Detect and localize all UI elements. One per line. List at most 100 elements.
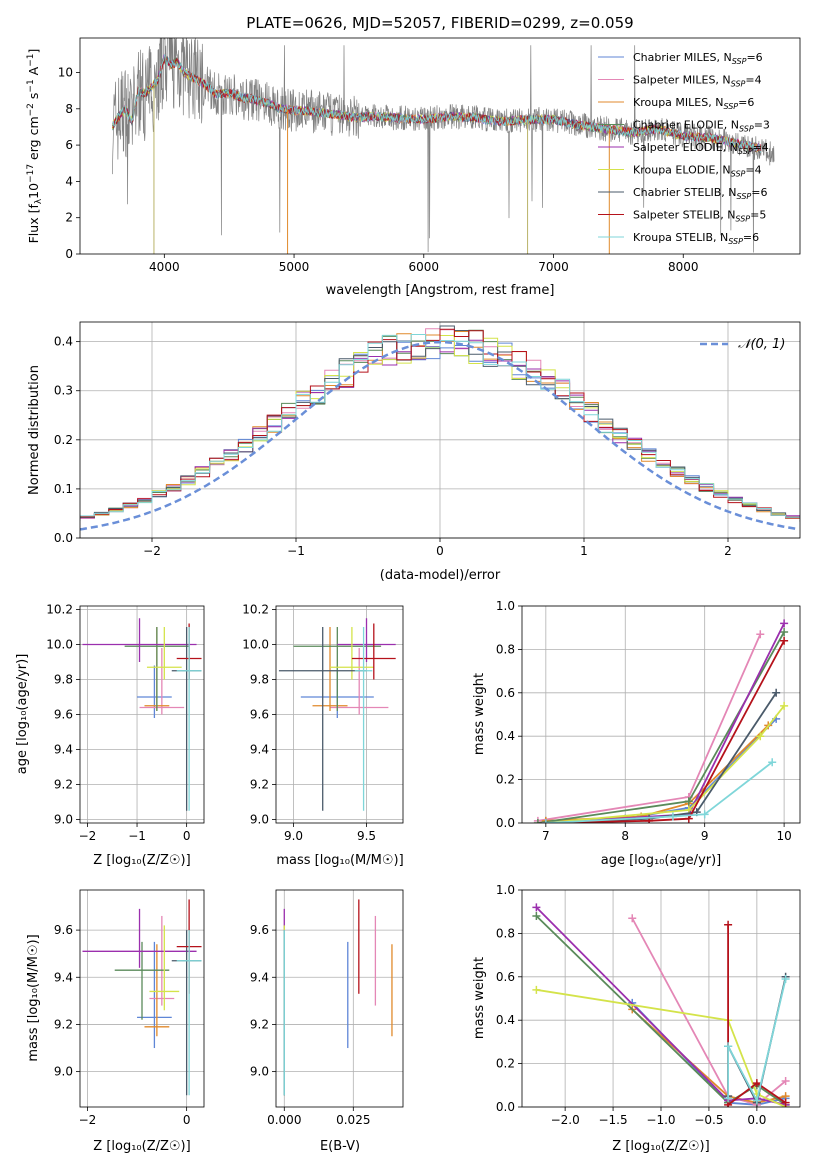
x-tick-label: −2.0 [551, 1113, 580, 1127]
mass-weight-marker [780, 636, 789, 645]
y-axis-label-part: −1 [26, 79, 36, 92]
y-axis-label: Flux [fλ10−17 erg cm−2 s−1 A−1] [26, 49, 44, 244]
model-spectrum [112, 54, 762, 153]
legend-label: Salpeter ELODIE, NSSP=4 [633, 141, 769, 156]
y-tick-label: 0.6 [496, 970, 515, 984]
x-axis-label: age [log₁₀(age/yr)] [601, 853, 722, 868]
legend-label-tail: =6 [743, 231, 759, 244]
mass-weight-line [545, 622, 785, 823]
y-tick-label: 9.6 [250, 923, 269, 937]
legend-label-sub: SSP [731, 80, 746, 89]
axes-frame [521, 889, 801, 1108]
x-tick-label: 6000 [409, 260, 440, 274]
y-tick-label: 1.0 [496, 599, 515, 613]
mass-weight-marker [533, 819, 542, 823]
legend-label-main: Salpeter STELIB, N [633, 209, 735, 222]
figure-title: PLATE=0626, MJD=52057, FIBERID=0299, z=0… [246, 14, 633, 32]
y-tick-label: 0.2 [496, 773, 515, 787]
x-tick-label: 9 [701, 829, 709, 843]
x-tick-label: 8000 [668, 260, 699, 274]
y-tick-label: 9.6 [54, 708, 73, 722]
errorbar-plot-area [82, 618, 202, 811]
y-tick-label: 0.8 [496, 926, 515, 940]
y-axis-label: mass [log₁₀(M/M☉)] [26, 934, 41, 1061]
y-axis-label-part: erg cm [26, 116, 41, 164]
mass-weight-marker [724, 920, 733, 929]
normal-reference-curve [80, 340, 798, 531]
y-tick-label: 10 [58, 65, 73, 79]
y-tick-label: 0.0 [54, 531, 73, 545]
mass-weight-marker [781, 1098, 790, 1107]
mass-weight-marker [700, 810, 709, 819]
mass-weight-marker [684, 797, 693, 806]
y-tick-label: 9.2 [54, 778, 73, 792]
y-tick-label: 9.0 [54, 813, 73, 827]
mass-weight-marker [768, 758, 777, 767]
legend-label: Kroupa MILES, NSSP=6 [633, 96, 754, 111]
x-tick-label: 8 [621, 829, 629, 843]
y-tick-label: 9.2 [250, 1017, 269, 1031]
line-plot-area [532, 903, 790, 1107]
errorbar-plot-area [283, 899, 393, 1096]
x-tick-label: 5000 [279, 260, 310, 274]
mass-weight-marker [532, 912, 541, 921]
x-tick-label: 9.0 [284, 829, 303, 843]
axes-frame [275, 605, 404, 824]
legend-label-tail: =5 [750, 209, 766, 222]
legend-label-main: Chabrier STELIB, N [633, 186, 737, 199]
y-tick-label: 0 [65, 247, 73, 261]
y-axis-label-part: Flux [f [26, 204, 41, 244]
errorbar-plot-area [278, 618, 396, 811]
y-tick-label: 9.4 [54, 970, 73, 984]
x-axis-label: mass [log₁₀(M/M☉)] [276, 853, 403, 868]
y-tick-label: 10.0 [242, 638, 269, 652]
histogram-panel: −2 −1 0 1 2 0.0 0.1 0.2 0.3 0.4 𝒩(0, 1) (data-model… [27, 321, 801, 583]
y-tick-label: 0.3 [54, 384, 73, 398]
x-axis-label: E(B-V) [320, 1139, 360, 1154]
x-tick-label: 10 [776, 829, 791, 843]
y-tick-label: 9.8 [250, 673, 269, 687]
legend-label-main: Kroupa STELIB, N [633, 231, 728, 244]
y-axis-label-part: −1 [26, 54, 36, 67]
mass-weight-line [727, 924, 787, 1107]
y-tick-label: 9.0 [250, 1065, 269, 1079]
x-tick-label: 0 [183, 829, 191, 843]
y-tick-label: 9.4 [54, 743, 73, 757]
mass-weight-marker [780, 628, 789, 637]
mass-weight-marker [532, 903, 541, 912]
y-tick-label: 1.0 [496, 883, 515, 897]
mass-weight-vs-z-panel: −2.0 −1.5 −1.0 −0.5 0.0 0.0 0.2 0.4 0.6 0.8 1.0 Z [… [472, 883, 801, 1154]
legend-label-sub: SSP [723, 102, 738, 111]
mass-weight-marker [780, 701, 789, 710]
mass-weight-marker [781, 974, 790, 983]
mass-weight-marker [532, 985, 541, 994]
y-axis-label-part: −2 [26, 103, 36, 116]
y-tick-label: 0.6 [496, 686, 515, 700]
legend-label-sub: SSP [731, 170, 746, 179]
y-tick-label: 9.2 [54, 1017, 73, 1031]
x-tick-label: 7 [542, 829, 550, 843]
legend-label-sub: SSP [728, 237, 743, 246]
legend-label: Salpeter MILES, NSSP=4 [633, 74, 762, 89]
legend-label-sub: SSP [738, 147, 753, 156]
axes-frame [521, 605, 801, 824]
legend-label-main: Salpeter MILES, N [633, 74, 731, 87]
mass-weight-marker [668, 812, 677, 821]
y-tick-label: 4 [65, 174, 73, 188]
legend-label-sub: SSP [737, 192, 752, 201]
mass-weight-marker [756, 630, 765, 639]
x-tick-label: 7000 [538, 260, 569, 274]
mass-weight-marker [781, 1076, 790, 1085]
mass-weight-vs-age-panel: 7 8 9 10 0.0 0.2 0.4 0.6 0.8 1.0 age [log₁₀(age/yr… [472, 599, 801, 868]
legend-label: Chabrier ELODIE, NSSP=3 [633, 119, 770, 134]
y-tick-label: 9.8 [54, 673, 73, 687]
y-axis-label-part: λ [34, 198, 44, 204]
x-tick-label: −1 [287, 544, 305, 558]
y-tick-label: 9.4 [250, 970, 269, 984]
legend-label-tail: =6 [746, 51, 762, 64]
axes-frame [79, 321, 801, 539]
mass-weight-line [536, 988, 786, 1107]
legend-label-tail: =3 [754, 119, 770, 132]
x-tick-label: −1 [128, 829, 146, 843]
